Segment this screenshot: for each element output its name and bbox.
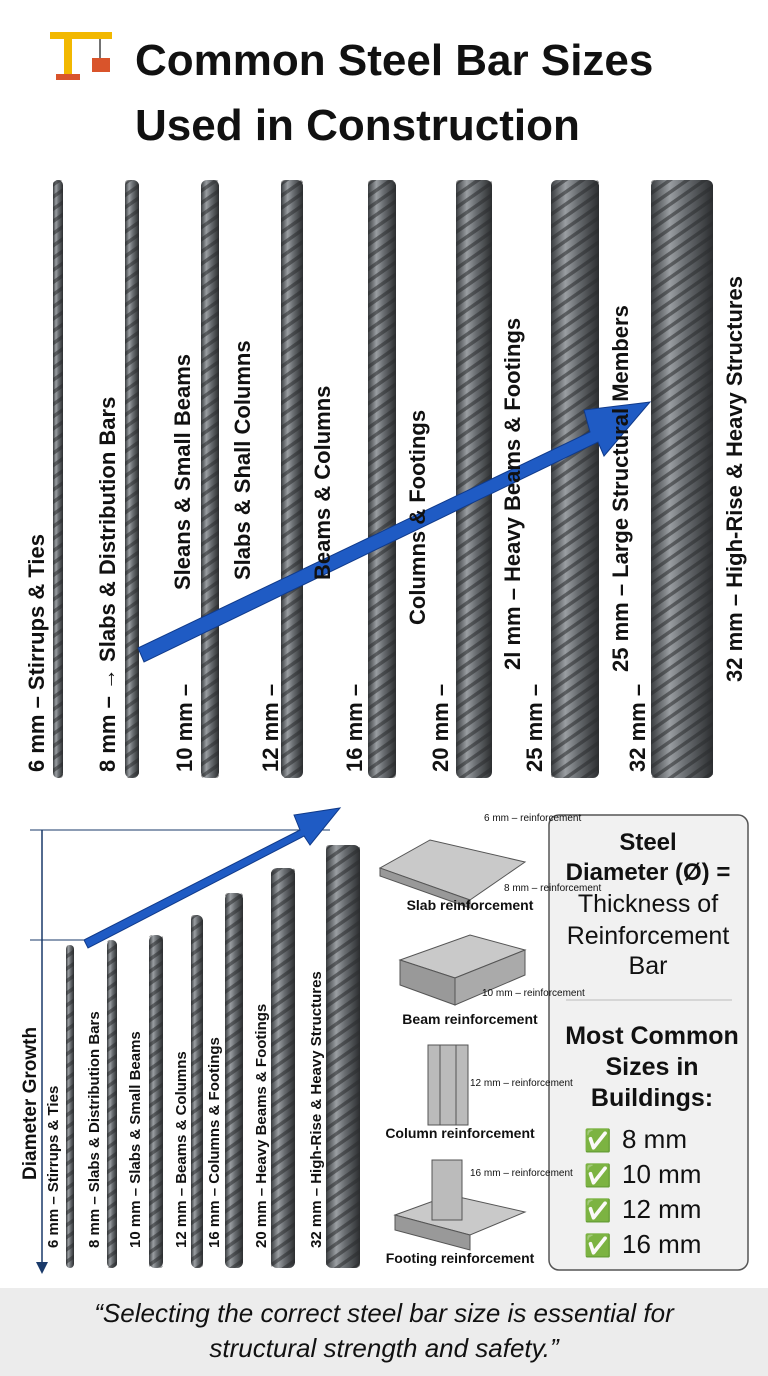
rotated-label: 8 mm – → Slabs & Distribution Bars [95, 397, 120, 772]
rebar-ribs [368, 180, 396, 778]
rotated-label: 16 mm – [342, 684, 367, 772]
rotated-label: 20 mm – Heavy Beams & Footings [253, 1004, 270, 1248]
rotated-label: 2l mm – Heavy Beams & Footings [500, 318, 525, 670]
rebar-ribs [326, 845, 360, 1268]
info-box [548, 814, 749, 1271]
rotated-label: 25 mm – Large Structural Members [608, 305, 633, 672]
rotated-label: Beams & Columns [310, 386, 335, 580]
rebar-ribs [201, 180, 219, 778]
box-heading: Most Common [565, 1022, 739, 1050]
check-icon: ✅ [584, 1128, 611, 1153]
size-item: 16 mm [622, 1229, 701, 1259]
size-item: 12 mm [622, 1194, 701, 1224]
box-text: Thickness of [578, 890, 718, 918]
callout: 6 mm – reinforcement [484, 813, 581, 824]
rotated-label: 6 mm – Stirrups & Ties [24, 534, 49, 772]
quote: structural strength and safety.” [209, 1333, 560, 1363]
rebar-ribs [551, 180, 599, 778]
box-text: Bar [629, 952, 668, 980]
rotated-label: 8 mm – Slabs & Distribution Bars [86, 1011, 103, 1248]
size-item: 10 mm [622, 1159, 701, 1189]
rebar-ribs [149, 935, 163, 1268]
rotated-label: Columns & Footings [405, 410, 430, 625]
rebar-ribs [225, 893, 243, 1268]
rotated-label: 20 mm – [428, 684, 453, 772]
title: Common Steel Bar Sizes [135, 36, 653, 85]
title: Used in Construction [135, 101, 580, 150]
rebar-ribs [651, 180, 713, 778]
rotated-label: Sleans & Small Beams [170, 354, 195, 590]
box-text: Reinforcement [567, 922, 730, 950]
diagram-caption: Slab reinforcement [407, 897, 534, 913]
rotated-label: 32 mm – [625, 684, 650, 772]
diagram-caption: Beam reinforcement [402, 1011, 538, 1027]
callout: 12 mm – reinforcement [470, 1078, 573, 1089]
rotated-label: Diameter Growth [20, 1027, 41, 1180]
callout: 10 mm – reinforcement [482, 988, 585, 999]
rebar-ribs [66, 945, 74, 1268]
box-heading: Diameter (Ø) = [566, 859, 731, 886]
rebar-ribs [125, 180, 139, 778]
diagrams [378, 839, 527, 1251]
rotated-label: 25 mm – [522, 684, 547, 772]
rotated-label: 16 mm – Columns & Footings [206, 1037, 223, 1248]
diagram-caption: Column reinforcement [385, 1125, 535, 1141]
quote: “Selecting the correct steel bar size is… [94, 1298, 675, 1328]
rotated-label: 12 mm – Beams & Columns [173, 1051, 190, 1248]
rotated-label: Slabs & Shall Columns [230, 340, 255, 580]
rebar-ribs [456, 180, 492, 778]
rotated-label: 12 mm – [258, 684, 283, 772]
box-heading: Sizes in [605, 1053, 698, 1081]
rebar-ribs [107, 940, 117, 1268]
rotated-label: 32 mm – High-Rise & Heavy Structures [722, 276, 747, 682]
box-heading: Steel [619, 829, 676, 856]
crane-icon [50, 32, 112, 80]
rotated-label: 10 mm – Slabs & Small Beams [127, 1031, 144, 1248]
rebar-ribs [281, 180, 303, 778]
rebar-ribs [271, 868, 295, 1268]
check-icon: ✅ [584, 1233, 611, 1258]
rebar-ribs [191, 915, 203, 1268]
check-icon: ✅ [584, 1198, 611, 1223]
check-icon: ✅ [584, 1163, 611, 1188]
rotated-label: 32 mm – High-Rise & Heavy Structures [308, 971, 325, 1248]
growth-arrow [83, 807, 342, 949]
rotated-label: 6 mm – Stirrups & Ties [45, 1086, 62, 1248]
rotated-label: 10 mm – [172, 684, 197, 772]
callout: 16 mm – reinforcement [470, 1168, 573, 1179]
size-item: 8 mm [622, 1124, 687, 1154]
rebar-ribs [53, 180, 63, 778]
footer-band [0, 1288, 768, 1376]
growth-arrow [137, 401, 652, 663]
callout: 8 mm – reinforcement [504, 883, 601, 894]
diagram-caption: Footing reinforcement [386, 1250, 535, 1266]
box-heading: Buildings: [591, 1084, 713, 1112]
